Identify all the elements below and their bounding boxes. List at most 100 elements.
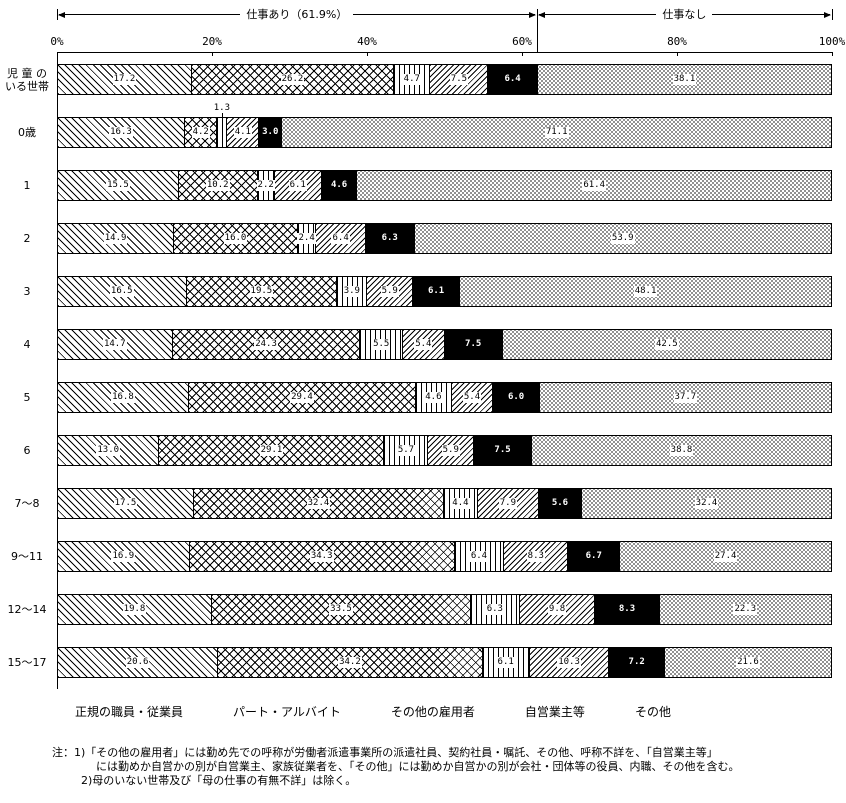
arrowhead-right-icon: [528, 11, 536, 18]
segment-value: 8.3: [526, 551, 545, 562]
bar-segment: 6.1: [481, 648, 529, 677]
segment-value: 4.6: [424, 392, 443, 403]
boundary-line-end: [832, 9, 833, 20]
segment-value: 16.8: [111, 392, 135, 403]
bar-segments: 16.8 29.4 4.6 5.4 6.0 37.7: [58, 383, 831, 412]
axis-tick: [832, 52, 833, 56]
segment-value: 6.3: [485, 604, 504, 615]
stacked-bar: 19.8 33.5 6.3 9.8 8.3 22.3: [57, 594, 832, 625]
segment-value: 34.2: [338, 657, 362, 668]
segment-value: 17.5: [113, 498, 138, 509]
boundary-line-split: [536, 9, 538, 52]
segment-value: 4.4: [451, 498, 470, 509]
bar-segment: 5.9: [366, 277, 412, 306]
category-label: 12〜14: [7, 603, 47, 616]
bar-segment: 16.0: [173, 224, 297, 253]
bar-segment: 6.7: [567, 542, 620, 571]
bar-row: 7〜8 17.5 32.4 4.4 7.9 5.6 32.4: [0, 477, 846, 530]
bar-segments: 20.6 34.2 6.1 10.3 7.2 21.6: [58, 648, 831, 677]
boundary-line-start: [57, 9, 58, 20]
bar-segment: 21.6: [663, 648, 831, 677]
category-label: 2: [23, 232, 31, 245]
segment-value: 14.7: [102, 339, 127, 350]
segment-value: 29.1: [259, 445, 284, 456]
bar-segment: 61.4: [356, 171, 831, 200]
bar-segment: 4.6: [415, 383, 451, 412]
segment-value: 6.4: [331, 233, 350, 244]
category-label: 5: [23, 391, 31, 404]
bar-row: 6 13.0 29.1 5.7 5.9 7.5 38.8: [0, 424, 846, 477]
bar-segment: 6.3: [364, 224, 414, 253]
legend-item: 自営業主等: [524, 705, 585, 719]
bar-segment: 4.1: [226, 118, 259, 147]
axis-tick-label: 40%: [355, 35, 379, 48]
bar-segment: 17.5: [58, 489, 193, 518]
stacked-bar: 17.5 32.4 4.4 7.9 5.6 32.4: [57, 488, 832, 519]
segment-value: 37.7: [673, 392, 698, 403]
bar-segment: 71.1: [281, 118, 831, 147]
bar-segment: 19.5: [185, 277, 337, 306]
segment-value: 6.3: [380, 233, 399, 244]
note-line: 2)母のいない世帯及び「母の仕事の有無不詳」は除く。: [81, 774, 357, 787]
bar-segments: 16.3 4.2 4.1 3.0 71.1: [58, 118, 831, 147]
bar-segment: 32.4: [581, 489, 831, 518]
stacked-bar: 13.0 29.1 5.7 5.9 7.5 38.8: [57, 435, 832, 466]
axis-tick-label: 80%: [665, 35, 689, 48]
bar-row: 1 15.5 10.2 2.2 6.1 4.6 61.4: [0, 159, 846, 212]
bar-row: 4 14.7 24.3 5.5 5.4 7.5 42.5: [0, 318, 846, 371]
bar-segment: 3.0: [258, 118, 282, 147]
segment-value: 6.1: [426, 286, 446, 297]
bar-segment: 37.7: [538, 383, 831, 412]
bar-segments: 19.8 33.5 6.3 9.8 8.3 22.3: [58, 595, 831, 624]
segment-value: 6.1: [496, 657, 515, 668]
bar-row: 2 14.9 16.0 2.4 6.4 6.3 53.9: [0, 212, 846, 265]
bar-segment: 29.1: [158, 436, 384, 465]
category-label: 15〜17: [7, 656, 47, 669]
segment-value: 6.4: [503, 74, 522, 85]
segment-value: 33.5: [329, 604, 353, 615]
axis-tick-label: 100%: [816, 35, 846, 48]
bar-segment: [216, 118, 227, 147]
segment-value: 38.8: [669, 445, 694, 456]
segment-value: 22.3: [733, 604, 758, 615]
bar-segment: 26.2: [190, 65, 394, 94]
bar-segment: 5.4: [401, 330, 444, 359]
bar-segments: 16.9 34.3 6.4 8.3 6.7 27.4: [58, 542, 831, 571]
segment-value: 32.4: [694, 498, 719, 509]
bar-segment: 6.3: [470, 595, 519, 624]
plot-area: 児 童 の いる世帯 17.2 26.2 4.7 7.5 6.4 38.1 0歳 16.3 4.2…: [0, 53, 846, 689]
segment-value: 15.5: [106, 180, 130, 191]
segment-value: 2.4: [297, 233, 316, 244]
stacked-bar: 15.5 10.2 2.2 6.1 4.6 61.4: [57, 170, 832, 201]
segment-value: 16.5: [109, 286, 134, 297]
bar-segment: 34.3: [188, 542, 454, 571]
segment-value: 27.4: [713, 551, 738, 562]
segment-value: 9.8: [547, 604, 567, 615]
bar-segment: 6.4: [487, 65, 537, 94]
bar-segment: 33.5: [211, 595, 470, 624]
segment-value: 17.2: [112, 74, 137, 85]
segment-value: 4.2: [191, 127, 210, 138]
bar-segment: 32.4: [193, 489, 443, 518]
category-label: 9〜11: [11, 550, 43, 563]
segment-value: 6.7: [584, 551, 603, 562]
stacked-bar: 16.9 34.3 6.4 8.3 6.7 27.4: [57, 541, 832, 572]
bar-segment: 5.6: [537, 489, 582, 518]
segment-value: 48.1: [633, 286, 658, 297]
bar-segment: 14.7: [58, 330, 172, 359]
bar-segments: 15.5 10.2 2.2 6.1 4.6 61.4: [58, 171, 831, 200]
segment-value: 19.5: [249, 286, 274, 297]
bar-segment: 13.0: [58, 436, 159, 465]
legend-item: 正規の職員・従業員: [75, 705, 184, 719]
bar-segment: 27.4: [619, 542, 831, 571]
segment-value: 16.3: [109, 127, 133, 138]
bar-row: 5 16.8 29.4 4.6 5.4 6.0 37.7: [0, 371, 846, 424]
bar-row: 児 童 の いる世帯 17.2 26.2 4.7 7.5 6.4 38.1: [0, 53, 846, 106]
stacked-bar: 14.9 16.0 2.4 6.4 6.3 53.9: [57, 223, 832, 254]
category-label: 7〜8: [14, 497, 40, 510]
segment-value: 38.1: [672, 74, 697, 85]
arrowhead-left-icon: [58, 11, 65, 18]
segment-value: 4.6: [329, 180, 349, 191]
segment-value: 7.9: [498, 498, 517, 509]
bar-segment: 6.1: [273, 171, 321, 200]
